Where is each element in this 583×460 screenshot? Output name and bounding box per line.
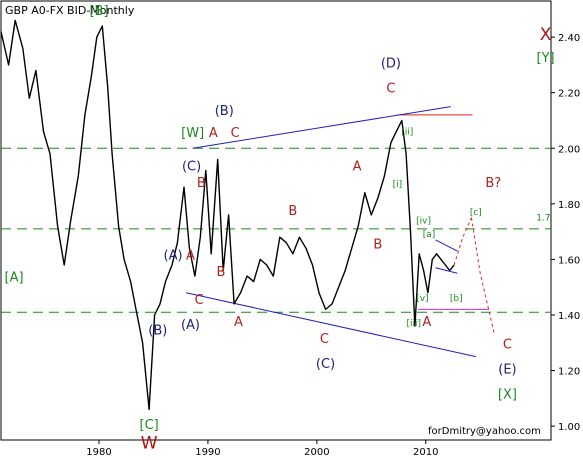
wave-label-34: 1.7 (536, 214, 550, 224)
wave-label-16: A (234, 315, 243, 330)
wave-label-33: B? (485, 176, 501, 191)
wave-label-12: B (217, 265, 226, 280)
wave-label-27: [a] (423, 230, 436, 240)
wave-label-35: C (503, 337, 512, 352)
trendline-3 (435, 267, 458, 274)
y-tick-label-3: 1.60 (558, 255, 580, 266)
wave-label-6: A (209, 126, 218, 141)
wave-annotations: [B][A][C]W[W](B)A C(C)B(A) ABC(A)(B)ABC(C)… (5, 4, 555, 453)
wave-label-1: [A] (5, 271, 24, 286)
x-axis: 1980 1990 2000 2010 (86, 440, 438, 458)
wave-label-25: [i] (393, 180, 403, 190)
plot-frame (0, 0, 552, 441)
wave-label-18: C (320, 332, 329, 347)
watermark: forDmitry@yahoo.com (428, 426, 541, 437)
x-tick-label-3: 2010 (413, 447, 438, 458)
wave-label-39: [Y] (537, 51, 555, 66)
price-series (0, 19, 455, 411)
wave-label-36: (E) (498, 362, 516, 377)
wave-label-24: [ii] (401, 127, 413, 137)
y-axis: 1.00 1.20 1.40 1.60 1.80 2.00 2.20 2.40 (551, 33, 580, 433)
wave-label-0: [B] (89, 4, 108, 19)
wave-label-31: [b] (450, 294, 463, 304)
wave-label-14: (A) (181, 318, 200, 333)
y-tick-label-5: 2.00 (558, 144, 580, 155)
horizontal-levels (1, 114, 551, 313)
wave-label-20: A (353, 159, 362, 174)
projection-1 (471, 217, 495, 335)
price-line-0 (0, 19, 455, 411)
trendline-0 (192, 106, 451, 149)
wave-label-30: A (422, 315, 431, 330)
wave-label-5: (B) (215, 104, 234, 119)
wave-label-19: (C) (316, 357, 335, 372)
wave-label-23: C (386, 82, 395, 97)
wave-label-22: (D) (381, 57, 401, 72)
projection-paths (453, 217, 495, 335)
wave-label-29: [iii] (407, 319, 422, 329)
x-tick-label-0: 1980 (86, 447, 111, 458)
wave-label-9: B (197, 176, 206, 191)
y-tick-label-1: 1.20 (558, 367, 580, 378)
wave-label-26: [iv] (416, 216, 431, 226)
wave-label-3: W (141, 433, 158, 453)
chart-title: GBP A0-FX BID-Monthly (5, 4, 135, 17)
wave-label-17: B (288, 204, 297, 219)
y-tick-label-7: 2.40 (558, 33, 580, 44)
wave-label-8: (C) (182, 159, 201, 174)
x-tick-label-1: 1990 (195, 447, 220, 458)
wave-label-15: (B) (148, 323, 167, 338)
wave-label-11: A (186, 248, 195, 263)
wave-label-28: [v] (416, 294, 428, 304)
wave-label-37: [X] (498, 387, 517, 402)
wave-label-21: B (373, 237, 382, 252)
wave-label-13: C (195, 293, 204, 308)
wave-label-38: X (540, 25, 552, 45)
wave-label-2: [C] (140, 418, 159, 433)
y-tick-label-2: 1.40 (558, 311, 580, 322)
wave-label-4: [W] (181, 126, 204, 141)
trendline-1 (186, 292, 476, 358)
trendline-2 (435, 239, 458, 252)
y-tick-label-0: 1.00 (558, 422, 580, 433)
wave-label-32: [c] (470, 208, 482, 218)
y-tick-label-6: 2.20 (558, 89, 580, 100)
wave-label-7: C (231, 126, 240, 141)
projection-0 (453, 217, 472, 266)
wave-label-10: (A) (164, 248, 183, 263)
x-tick-label-2: 2000 (304, 447, 329, 458)
y-tick-label-4: 1.80 (558, 200, 580, 211)
